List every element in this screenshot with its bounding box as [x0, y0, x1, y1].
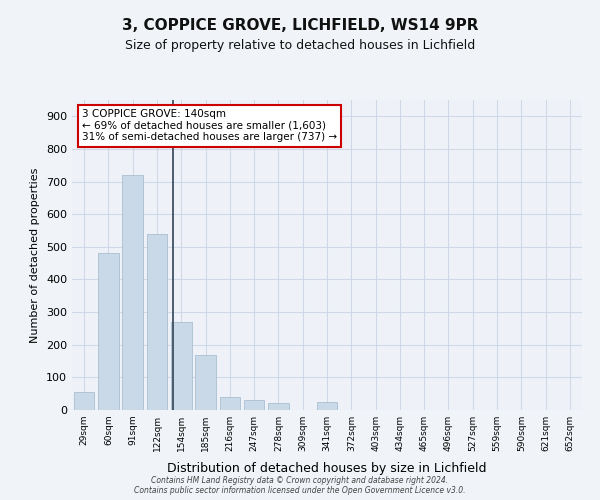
Text: Size of property relative to detached houses in Lichfield: Size of property relative to detached ho… [125, 40, 475, 52]
Bar [98, 254, 119, 410]
Bar [244, 400, 265, 410]
Bar [195, 354, 216, 410]
Text: 3 COPPICE GROVE: 140sqm
← 69% of detached houses are smaller (1,603)
31% of semi: 3 COPPICE GROVE: 140sqm ← 69% of detache… [82, 110, 337, 142]
Text: Contains HM Land Registry data © Crown copyright and database right 2024.
Contai: Contains HM Land Registry data © Crown c… [134, 476, 466, 495]
Bar [146, 234, 167, 410]
Bar [317, 402, 337, 410]
Y-axis label: Number of detached properties: Number of detached properties [31, 168, 40, 342]
Bar [171, 322, 191, 410]
Bar [122, 175, 143, 410]
Text: 3, COPPICE GROVE, LICHFIELD, WS14 9PR: 3, COPPICE GROVE, LICHFIELD, WS14 9PR [122, 18, 478, 32]
Bar [268, 404, 289, 410]
X-axis label: Distribution of detached houses by size in Lichfield: Distribution of detached houses by size … [167, 462, 487, 475]
Bar [74, 392, 94, 410]
Bar [220, 397, 240, 410]
